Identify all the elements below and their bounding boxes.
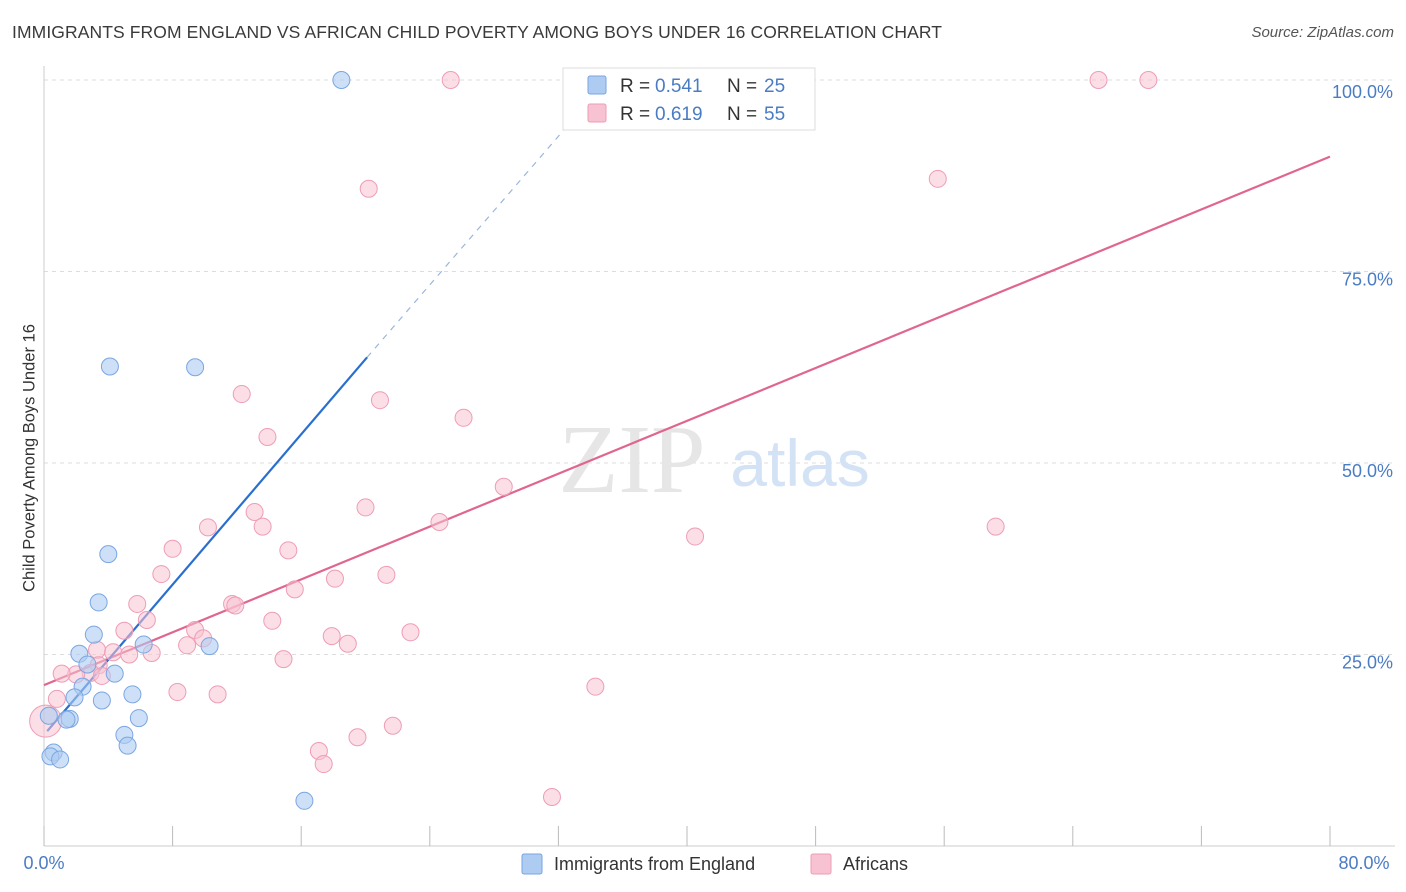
africans-point [1139, 71, 1158, 89]
stats-swatch-blue [587, 75, 607, 95]
england-point [118, 736, 137, 755]
africans-point [494, 477, 513, 496]
chart-title: IMMIGRANTS FROM ENGLAND VS AFRICAN CHILD… [12, 22, 943, 42]
africans-point [198, 518, 217, 537]
england-point [84, 625, 103, 644]
stats-r-value: 0.541 [655, 76, 703, 97]
england-point [57, 710, 76, 729]
africans-point [1089, 71, 1108, 89]
gridlines [44, 79, 1395, 655]
england-point [129, 709, 148, 728]
africans-point [88, 640, 107, 659]
africans-point [274, 650, 293, 669]
africans-point [253, 517, 272, 536]
africans-point [163, 539, 182, 558]
england-point [51, 750, 70, 769]
y-tick-label: 75.0% [1342, 270, 1393, 290]
africans-point [441, 71, 460, 89]
stats-n-value: 55 [764, 104, 785, 125]
africans-point [178, 636, 197, 655]
africans-point [168, 683, 187, 702]
africans-point [370, 391, 389, 410]
africans-point [104, 643, 123, 662]
africans-point [359, 179, 378, 198]
england-point [123, 685, 142, 704]
england-points [39, 71, 351, 810]
africans-point [137, 611, 156, 630]
england-point [100, 357, 119, 376]
legend-label-africans: Africans [843, 854, 908, 874]
africans-point [152, 565, 171, 584]
legend-swatch-england [521, 853, 543, 875]
england-point [200, 637, 219, 656]
watermark: ZIP atlas [559, 406, 870, 514]
africans-point [401, 623, 420, 642]
england-point [99, 545, 118, 564]
stats-r-value: 0.619 [655, 104, 703, 125]
x-tick-label: 0.0% [23, 853, 64, 873]
africans-point [258, 427, 277, 446]
africans-point [686, 527, 705, 546]
england-point [134, 635, 153, 654]
africans-point [232, 385, 251, 404]
africans-point [348, 728, 367, 747]
stats-swatch-pink [587, 103, 607, 123]
africans-point [986, 517, 1005, 536]
africans-point [542, 787, 561, 806]
england-point [78, 655, 97, 674]
africans-point [928, 169, 947, 188]
africans-point [377, 565, 396, 584]
africans-point [325, 569, 344, 588]
africans-point [383, 716, 402, 735]
africans-point [322, 627, 341, 646]
africans-point [356, 498, 375, 517]
england-trend-extension [366, 98, 592, 358]
england-point [89, 593, 108, 612]
africans-point [115, 621, 134, 640]
africans-point [454, 408, 473, 427]
stats-r-label: R = [620, 104, 650, 125]
stats-n-label: N = [727, 76, 757, 97]
england-point [332, 71, 351, 89]
africans-point [208, 685, 227, 704]
x-tick-label: 80.0% [1338, 853, 1389, 873]
africans-point [263, 611, 282, 630]
y-tick-label: 50.0% [1342, 461, 1393, 481]
africans-point [120, 645, 139, 664]
england-point [295, 791, 314, 810]
africans-point [47, 689, 66, 708]
stats-n-value: 25 [764, 76, 785, 97]
series-legend: Immigrants from England Africans [521, 853, 908, 875]
source-credit: Source: ZipAtlas.com [1251, 24, 1394, 41]
england-point [186, 358, 205, 377]
england-point [65, 688, 84, 707]
africans-point [52, 664, 71, 683]
africans-trend-line [43, 155, 1331, 687]
england-point [39, 706, 58, 725]
africans-point [586, 677, 605, 696]
england-point [92, 691, 111, 710]
england-point [105, 664, 124, 683]
axes [43, 66, 1395, 847]
watermark-atlas: atlas [730, 426, 869, 500]
stats-r-label: R = [620, 76, 650, 97]
africans-point [128, 594, 147, 613]
africans-point [338, 634, 357, 653]
y-tick-label: 100.0% [1332, 82, 1393, 102]
tick-labels: 25.0% 50.0% 75.0% 100.0% 0.0% 80.0% [23, 82, 1393, 873]
africans-point [430, 512, 449, 531]
stats-n-label: N = [727, 104, 757, 125]
legend-swatch-africans [810, 853, 832, 875]
africans-point [279, 541, 298, 560]
legend-label-england: Immigrants from England [554, 854, 755, 874]
stats-legend: R = 0.541 N = 25 R = 0.619 N = 55 [562, 67, 816, 131]
y-tick-label: 25.0% [1342, 653, 1393, 673]
africans-point [285, 580, 304, 599]
africans-point [314, 755, 333, 774]
africans-point [245, 503, 264, 522]
africans-point [226, 596, 245, 615]
